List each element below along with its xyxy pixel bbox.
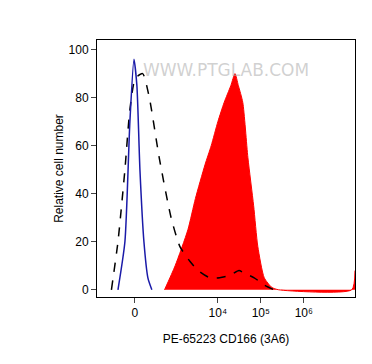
- svg-text:PE-65223 CD166 (3A6): PE-65223 CD166 (3A6): [163, 332, 290, 346]
- svg-text:0: 0: [82, 283, 89, 297]
- svg-text:80: 80: [75, 91, 89, 105]
- svg-text:60: 60: [75, 139, 89, 153]
- svg-text:10⁵: 10⁵: [252, 306, 270, 320]
- svg-text:100: 100: [69, 43, 89, 57]
- svg-text:10⁴: 10⁴: [209, 306, 228, 320]
- svg-text:WWW.PTGLAB.COM: WWW.PTGLAB.COM: [143, 60, 309, 80]
- svg-text:0: 0: [132, 306, 139, 320]
- svg-text:Relative cell number: Relative cell number: [52, 114, 66, 223]
- svg-text:10⁶: 10⁶: [295, 306, 313, 320]
- svg-text:20: 20: [75, 235, 89, 249]
- svg-text:40: 40: [75, 187, 89, 201]
